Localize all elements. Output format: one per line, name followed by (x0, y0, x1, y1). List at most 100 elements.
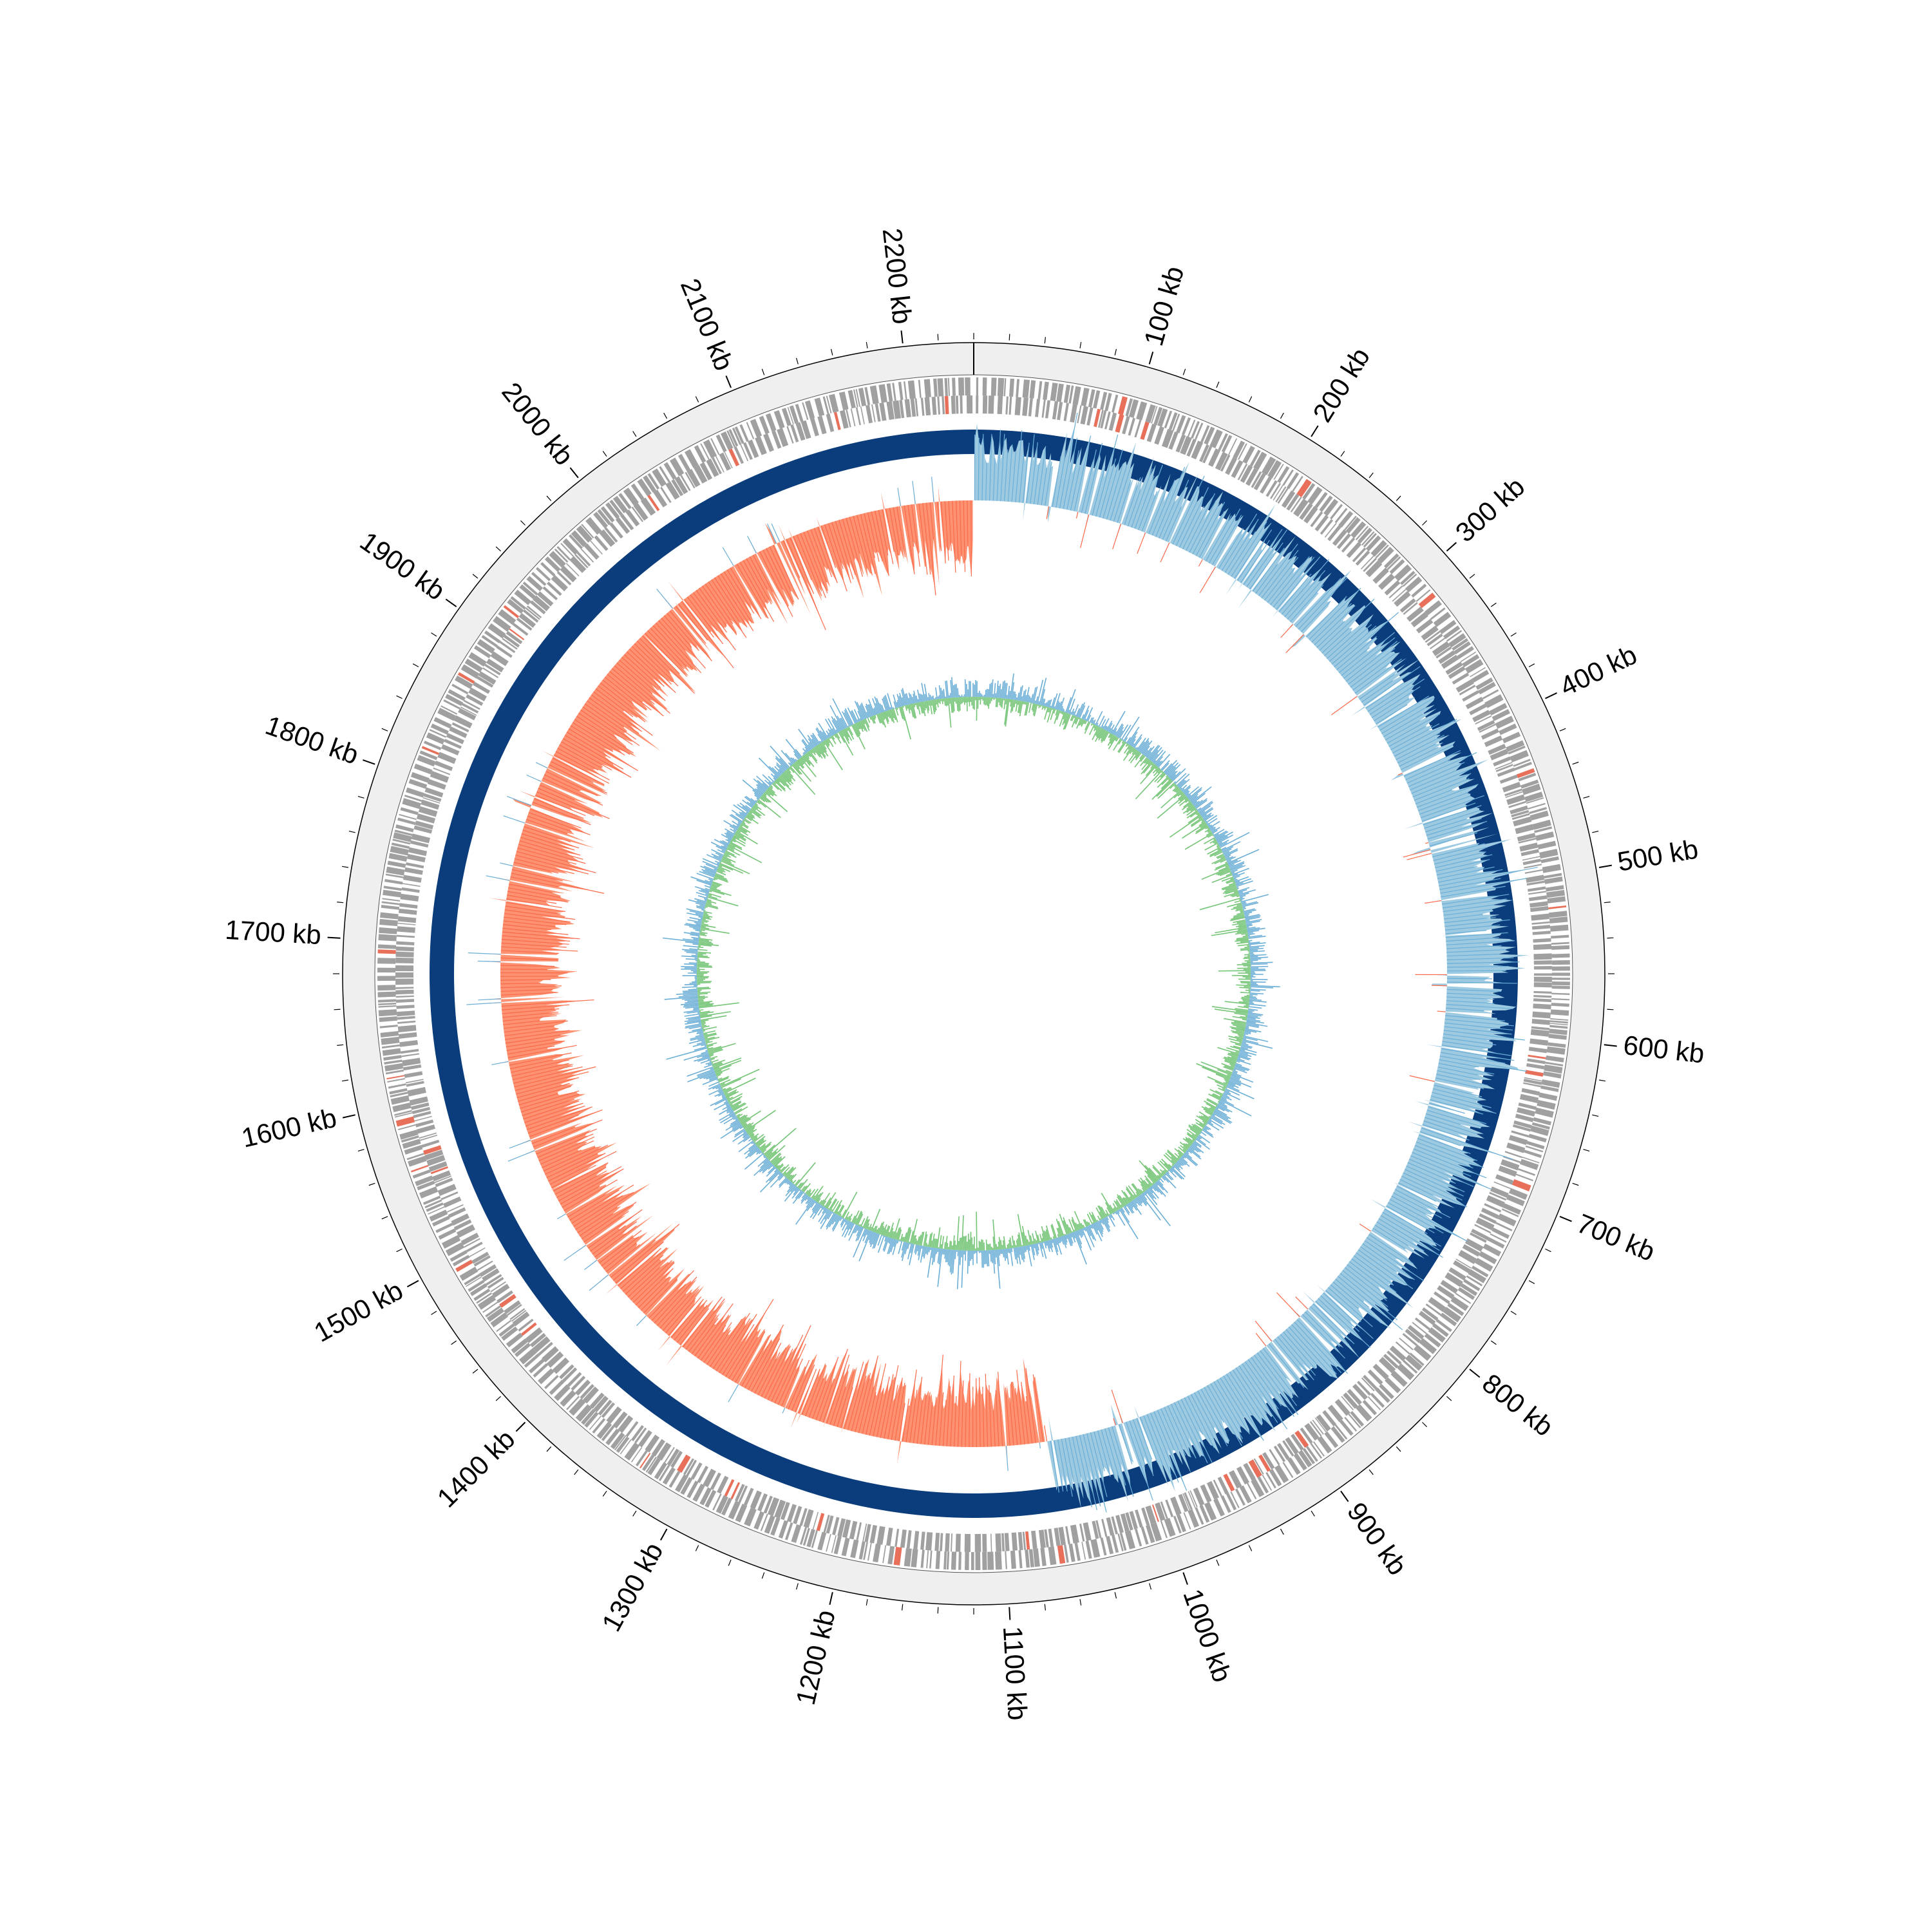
cds-feature (1533, 973, 1552, 976)
cds-feature (437, 708, 457, 721)
gc-skew-spike (767, 524, 777, 544)
gc-skew-spike (531, 1126, 576, 1144)
cds-feature (858, 1541, 866, 1560)
gc-skew-spike (1251, 1357, 1295, 1417)
gc-skew-spike (509, 1059, 553, 1070)
gc-skew-spike (1364, 1240, 1425, 1282)
gc-skew-spike (1011, 1381, 1018, 1445)
gc-skew-spike (521, 833, 575, 851)
gc-skew-spike (722, 547, 734, 566)
gc-skew-spike (1015, 430, 1023, 502)
gc-skew-spike (518, 844, 586, 864)
cds-feature (1327, 525, 1341, 542)
cds-feature (538, 1368, 554, 1385)
cds-feature (1400, 571, 1416, 585)
gc-skew-spike (711, 579, 741, 623)
gc-skew-spike (996, 430, 1001, 501)
major-tick (1469, 1368, 1481, 1378)
cds-feature (943, 1551, 947, 1569)
gc-skew-spike (527, 1114, 579, 1134)
gc-skew-spike (507, 891, 569, 903)
gc-skew-spike (887, 1385, 898, 1439)
minor-tick (368, 1182, 375, 1186)
cds-feature (1397, 1363, 1415, 1381)
gc-skew-spike (1081, 449, 1097, 513)
tick-label: 1800 kb (261, 710, 363, 770)
cds-feature (1041, 399, 1046, 418)
gc-skew-spike (539, 784, 575, 800)
cds-feature (1402, 1332, 1418, 1347)
cds-feature (1117, 1533, 1124, 1551)
gc-skew-spike (690, 594, 718, 631)
gc-skew-spike (961, 1380, 964, 1447)
cds-feature (396, 1010, 415, 1017)
gc-skew-spike (1175, 502, 1197, 546)
cds-feature (671, 478, 684, 497)
cds-feature (812, 1511, 819, 1530)
cds-feature (1195, 422, 1204, 440)
cds-feature (1141, 1526, 1149, 1545)
cds-feature (826, 1533, 831, 1552)
tick-label: 100 kb (1138, 263, 1189, 349)
gc-skew-spike (1431, 985, 1447, 987)
cds-feature (946, 1551, 950, 1570)
cds-feature (1341, 1396, 1354, 1411)
cds-feature (1057, 1545, 1066, 1564)
gc-skew-spike (985, 462, 987, 501)
cds-feature (1206, 1481, 1220, 1500)
gc-skew-spike (1393, 1192, 1443, 1218)
gc-skew-spike (1443, 1030, 1525, 1041)
cds-feature (460, 1233, 479, 1245)
gc-skew-spike (1436, 1074, 1488, 1086)
gc-skew-spike (1331, 625, 1377, 665)
gc-skew-spike (537, 1133, 594, 1158)
gc-skew-spike (1126, 1421, 1153, 1501)
cds-feature (686, 1459, 697, 1477)
major-tick (900, 330, 904, 344)
cds-feature (898, 381, 904, 401)
cds-feature (384, 1063, 404, 1072)
gc-skew-spike (684, 598, 714, 638)
gc-skew-spike (1065, 1438, 1075, 1483)
minor-tick (574, 1469, 579, 1475)
gc-skew-spike (723, 571, 752, 616)
cds-feature (940, 1533, 943, 1551)
cds-feature (1033, 1548, 1040, 1567)
cds-feature (1551, 966, 1570, 971)
gc-skew-spike (837, 1368, 855, 1427)
gc-skew-spike (909, 1390, 918, 1443)
cds-feature (566, 1396, 580, 1410)
gc-skew-spike (501, 946, 578, 952)
cds-feature (411, 1102, 430, 1110)
gc-skew-spike (1434, 851, 1486, 865)
gc-skew-spike (1321, 628, 1350, 654)
cds-feature (1443, 1307, 1461, 1323)
cds-feature (677, 1454, 691, 1473)
gc-skew-spike (741, 1334, 772, 1387)
cds-feature (1477, 720, 1495, 732)
gc-skew-spike (629, 649, 676, 694)
tick-label: 1700 kb (224, 914, 322, 950)
gc-skew-spike (556, 1170, 607, 1198)
cds-feature (717, 1475, 729, 1494)
cds-feature (1539, 849, 1558, 859)
cds-feature (1450, 1296, 1469, 1311)
gc-skew-spike (1119, 1424, 1133, 1464)
cds-feature (910, 398, 916, 417)
gc-skew-spike (542, 777, 603, 806)
cds-feature (533, 1363, 549, 1378)
gc-skew-spike (1280, 623, 1294, 638)
gc-skew-spike (873, 1388, 884, 1437)
cds-feature (1464, 659, 1484, 674)
gc-skew-spike (752, 554, 773, 592)
cds-feature (434, 1175, 452, 1184)
gc-skew-spike (663, 615, 692, 648)
gc-skew-spike (864, 513, 875, 558)
cds-feature (560, 543, 574, 557)
cds-feature (803, 1509, 814, 1528)
cds-feature (951, 1533, 953, 1552)
cds-feature (1100, 1537, 1107, 1556)
gc-skew-spike (1400, 744, 1454, 770)
cds-feature (412, 1106, 431, 1115)
cds-feature (876, 1526, 886, 1545)
